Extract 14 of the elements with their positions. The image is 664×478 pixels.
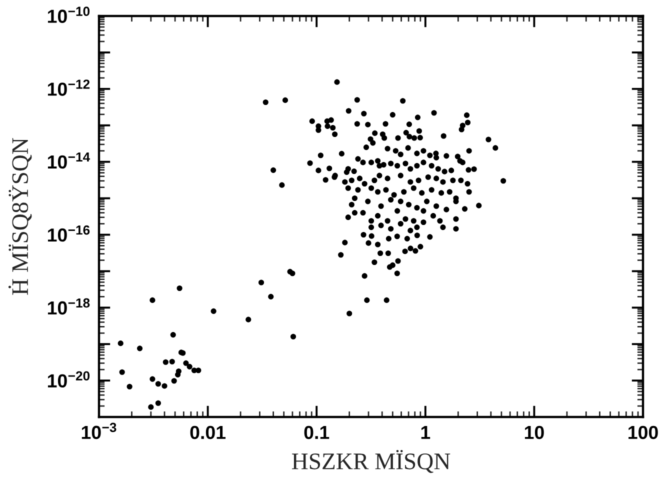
x-tick-label: 0.1: [304, 426, 330, 440]
x-tick-label: 100: [628, 426, 658, 440]
y-tick-label: 10$^{−16}$: [48, 225, 90, 242]
y-tick-label: 10$^{−14}$: [48, 152, 90, 169]
y-tick-label: 10$^{−10}$: [48, 6, 90, 23]
x-tick-label: 10$^{−3}$: [82, 422, 116, 440]
x-tick-label: 0.01: [190, 426, 226, 440]
x-tick-label: 10: [524, 426, 544, 440]
y-tick-label: 10$^{−18}$: [48, 298, 90, 315]
y-tick-label: 10$^{−12}$: [48, 80, 90, 96]
y-axis-title: Ḣ MÏSQ8ŸSQN: [8, 138, 32, 295]
x-axis-title: HSZKR MÏSQN: [292, 450, 450, 473]
x-tick-label: 1: [421, 426, 430, 439]
y-tick-label: 10$^{−20}$: [48, 371, 90, 388]
